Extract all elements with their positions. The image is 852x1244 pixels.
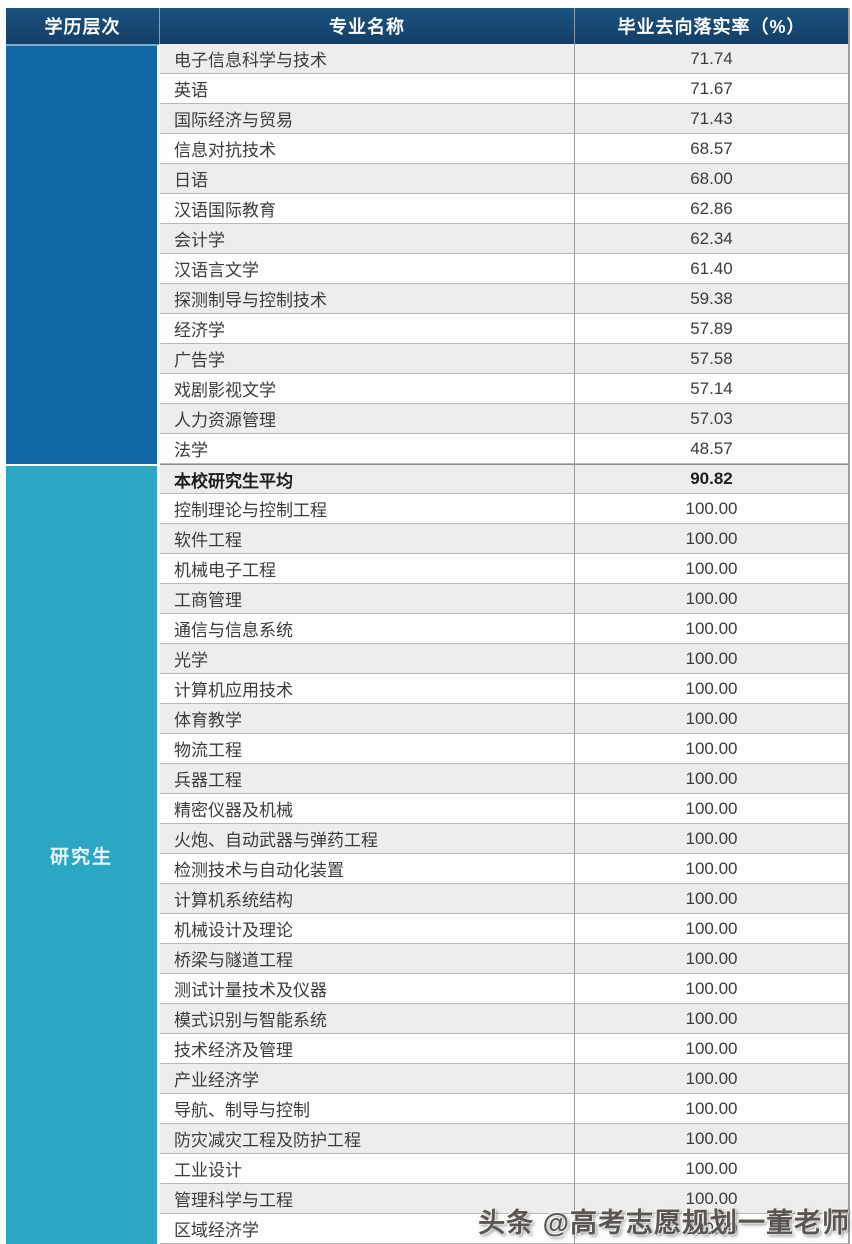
- major-cell: 导航、制导与控制: [160, 1094, 575, 1124]
- major-cell: 物流工程: [160, 734, 575, 764]
- major-cell: 计算机系统结构: [160, 884, 575, 914]
- rate-cell: 100.00: [575, 584, 848, 614]
- major-cell: 日语: [160, 164, 575, 194]
- rate-cell: 100.00: [575, 524, 848, 554]
- major-cell: 机械设计及理论: [160, 914, 575, 944]
- major-cell: 戏剧影视文学: [160, 374, 575, 404]
- rate-cell: 61.40: [575, 254, 848, 284]
- rate-cell: 100.00: [575, 914, 848, 944]
- major-cell: 通信与信息系统: [160, 614, 575, 644]
- rate-cell: 100.00: [575, 1184, 848, 1214]
- major-cell: 软件工程: [160, 524, 575, 554]
- major-cell: 控制理论与控制工程: [160, 494, 575, 524]
- rate-cell: 100.00: [575, 944, 848, 974]
- rate-cell: 100.00: [575, 824, 848, 854]
- major-cell: 体育教学: [160, 704, 575, 734]
- section-level-2: 研究生: [6, 464, 160, 1244]
- rate-cell: 100.00: [575, 854, 848, 884]
- major-cell: 汉语国际教育: [160, 194, 575, 224]
- major-cell: 管理科学与工程: [160, 1184, 575, 1214]
- rate-cell: 100.00: [575, 734, 848, 764]
- rate-cell: 100.00: [575, 764, 848, 794]
- major-cell: 机械电子工程: [160, 554, 575, 584]
- major-cell: 防灾减灾工程及防护工程: [160, 1124, 575, 1154]
- major-cell: 汉语言文学: [160, 254, 575, 284]
- header-employment-rate: 毕业去向落实率（%）: [575, 8, 848, 44]
- major-cell: 测试计量技术及仪器: [160, 974, 575, 1004]
- rate-cell: 62.86: [575, 194, 848, 224]
- rate-cell: 100.00: [575, 1154, 848, 1184]
- major-cell: 火炮、自动武器与弹药工程: [160, 824, 575, 854]
- employment-rate-table: 学历层次 专业名称 毕业去向落实率（%） 电子信息科学与技术 71.74 英语 71.…: [6, 8, 850, 1244]
- header-education-level: 学历层次: [6, 8, 160, 44]
- major-cell: 模式识别与智能系统: [160, 1004, 575, 1034]
- rate-cell: 100.00: [575, 974, 848, 1004]
- major-cell: 英语: [160, 74, 575, 104]
- rate-cell: 100.00: [575, 554, 848, 584]
- rate-cell: 100.00: [575, 884, 848, 914]
- major-cell: 区域经济学: [160, 1214, 575, 1244]
- major-cell: 广告学: [160, 344, 575, 374]
- rate-cell: 71.67: [575, 74, 848, 104]
- major-cell: 经济学: [160, 314, 575, 344]
- header-major-name: 专业名称: [160, 8, 575, 44]
- rate-cell: 100.00: [575, 704, 848, 734]
- rate-cell: 100.00: [575, 1034, 848, 1064]
- rate-cell: 57.58: [575, 344, 848, 374]
- major-cell: 探测制导与控制技术: [160, 284, 575, 314]
- rate-cell: 59.38: [575, 284, 848, 314]
- major-cell: 计算机应用技术: [160, 674, 575, 704]
- rate-cell: 57.03: [575, 404, 848, 434]
- rate-cell: 90.82: [575, 464, 848, 494]
- rate-cell: 57.14: [575, 374, 848, 404]
- major-cell: 工商管理: [160, 584, 575, 614]
- rate-cell: 100.00: [575, 794, 848, 824]
- rate-cell: 100.00: [575, 674, 848, 704]
- major-cell: 信息对抗技术: [160, 134, 575, 164]
- rate-cell: 100.00: [575, 1004, 848, 1034]
- major-cell: 国际经济与贸易: [160, 104, 575, 134]
- rate-cell: 62.34: [575, 224, 848, 254]
- rate-cell: 71.43: [575, 104, 848, 134]
- rate-cell: 68.57: [575, 134, 848, 164]
- rate-cell: 68.00: [575, 164, 848, 194]
- major-cell: 工业设计: [160, 1154, 575, 1184]
- section-level-1: [6, 44, 160, 464]
- major-cell: 人力资源管理: [160, 404, 575, 434]
- major-cell: 技术经济及管理: [160, 1034, 575, 1064]
- rate-cell: 100.00: [575, 644, 848, 674]
- rate-cell: 100.00: [575, 614, 848, 644]
- rate-cell: 48.57: [575, 434, 848, 464]
- rate-cell: 100.00: [575, 1124, 848, 1154]
- rate-cell: 100.00: [575, 1094, 848, 1124]
- rate-cell: 71.74: [575, 44, 848, 74]
- rate-cell: 100.00: [575, 494, 848, 524]
- major-cell: 产业经济学: [160, 1064, 575, 1094]
- rate-cell: 57.89: [575, 314, 848, 344]
- major-cell: 兵器工程: [160, 764, 575, 794]
- major-cell: 桥梁与隧道工程: [160, 944, 575, 974]
- rate-cell: 100.00: [575, 1064, 848, 1094]
- rate-cell: 100.00: [575, 1214, 848, 1244]
- major-cell: 电子信息科学与技术: [160, 44, 575, 74]
- major-cell: 检测技术与自动化装置: [160, 854, 575, 884]
- major-cell: 光学: [160, 644, 575, 674]
- major-cell: 法学: [160, 434, 575, 464]
- major-cell: 本校研究生平均: [160, 464, 575, 494]
- major-cell: 会计学: [160, 224, 575, 254]
- major-cell: 精密仪器及机械: [160, 794, 575, 824]
